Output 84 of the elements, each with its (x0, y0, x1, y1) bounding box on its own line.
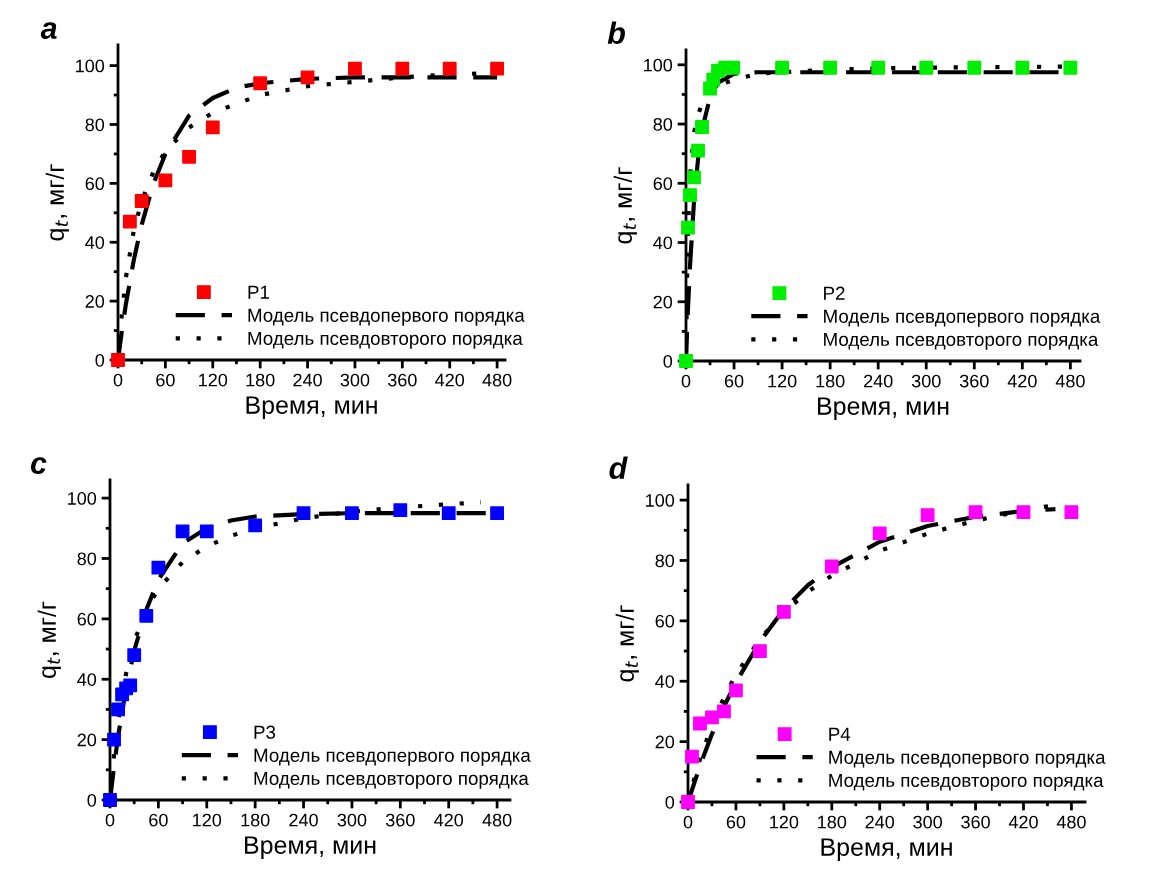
x-tick-label: 420 (435, 373, 465, 387)
y-axis-title: q$_{t}$, мг/г (615, 605, 639, 682)
y-tick-label: 40 (655, 675, 675, 688)
x-tick-label: 300 (913, 815, 942, 829)
x-tick-label: 0 (683, 815, 693, 829)
x-tick-label: 60 (726, 815, 746, 829)
y-tick-label: 60 (77, 612, 97, 626)
legend-label: Модель псевдопервого порядка (254, 748, 531, 766)
x-tick-label: 60 (724, 374, 744, 388)
y-tick-label: 0 (95, 353, 105, 367)
x-tick-label: 420 (1007, 374, 1037, 388)
x-axis-title: Время, мин (821, 838, 952, 861)
legend-label: Модель псевдовторого порядка (824, 332, 1099, 350)
y-tick-label: 20 (653, 295, 673, 309)
chart-title: c (30, 457, 47, 474)
legend-label: Модель псевдопервого порядка (829, 750, 1106, 768)
x-tick-label: 300 (340, 373, 370, 387)
x-tick-label: 480 (482, 813, 512, 827)
legend-label: P2 (824, 286, 845, 300)
legend-label: P3 (254, 725, 276, 739)
y-tick-label: 80 (77, 552, 97, 566)
x-tick-label: 420 (434, 813, 464, 827)
legend-label: Модель псевдовторого порядка (829, 773, 1104, 791)
x-tick-label: 420 (1008, 815, 1038, 829)
x-tick-label: 360 (387, 373, 417, 387)
x-tick-label: 300 (911, 374, 941, 388)
x-tick-label: 180 (816, 374, 845, 388)
y-tick-label: 40 (653, 236, 673, 250)
y-axis-title: q$_{t}$, мг/г (37, 601, 61, 678)
y-tick-label: 80 (85, 118, 105, 132)
y-tick-label: 20 (85, 295, 105, 308)
x-tick-label: 0 (681, 374, 691, 388)
y-tick-label: 0 (87, 793, 97, 807)
x-axis-title: Время, мин (818, 397, 949, 420)
x-tick-label: 120 (768, 374, 797, 388)
legend-label: Модель псевдопервого порядка (824, 309, 1101, 327)
chart-title: a (40, 22, 57, 39)
y-tick-label: 0 (663, 354, 673, 368)
x-tick-label: 120 (199, 373, 228, 387)
y-tick-label: 100 (68, 492, 97, 505)
x-tick-label: 360 (961, 815, 990, 829)
legend-label: Модель псевдовторого порядка (254, 771, 529, 789)
y-tick-label: 40 (77, 673, 97, 686)
x-tick-label: 240 (289, 813, 318, 827)
x-tick-label: 180 (818, 815, 847, 829)
y-tick-label: 80 (653, 117, 673, 131)
chart-title: b (607, 21, 625, 44)
x-tick-label: 480 (1056, 815, 1086, 829)
y-tick-label: 0 (665, 795, 675, 809)
y-tick-label: 20 (655, 735, 675, 749)
x-tick-label: 180 (241, 813, 270, 827)
y-tick-label: 100 (646, 494, 675, 507)
y-axis-title: q$_{t}$, мг/г (613, 167, 637, 244)
x-tick-label: 180 (246, 373, 275, 387)
legend-label: P4 (829, 727, 851, 741)
y-tick-label: 60 (655, 614, 675, 628)
legend-label: P1 (248, 285, 269, 299)
y-tick-label: 40 (85, 236, 105, 249)
x-tick-label: 480 (482, 373, 512, 387)
y-tick-label: 20 (77, 733, 97, 747)
x-tick-label: 240 (864, 374, 893, 388)
x-tick-label: 60 (149, 813, 168, 827)
chart-title: d (609, 456, 628, 479)
legend-label: Модель псевдопервого порядка (248, 308, 525, 326)
x-tick-label: 60 (156, 373, 175, 387)
y-tick-label: 80 (655, 554, 675, 568)
x-tick-label: 480 (1055, 374, 1085, 388)
x-tick-label: 360 (959, 374, 989, 388)
y-tick-label: 100 (76, 59, 105, 73)
y-tick-label: 100 (644, 58, 673, 72)
x-tick-label: 300 (337, 813, 367, 827)
x-tick-label: 240 (865, 815, 895, 829)
x-tick-label: 120 (770, 815, 799, 829)
y-tick-label: 60 (85, 177, 105, 191)
x-tick-label: 0 (105, 813, 115, 827)
y-axis-title: q$_{t}$, мг/г (45, 164, 69, 241)
x-axis-title: Время, мин (246, 396, 377, 419)
x-tick-label: 0 (113, 373, 123, 387)
x-tick-label: 240 (293, 373, 322, 387)
x-axis-title: Время, мин (245, 836, 376, 859)
x-tick-label: 360 (385, 813, 415, 827)
x-tick-label: 120 (193, 813, 222, 827)
legend-label: Модель псевдовторого порядка (248, 331, 523, 349)
y-tick-label: 60 (653, 177, 673, 191)
